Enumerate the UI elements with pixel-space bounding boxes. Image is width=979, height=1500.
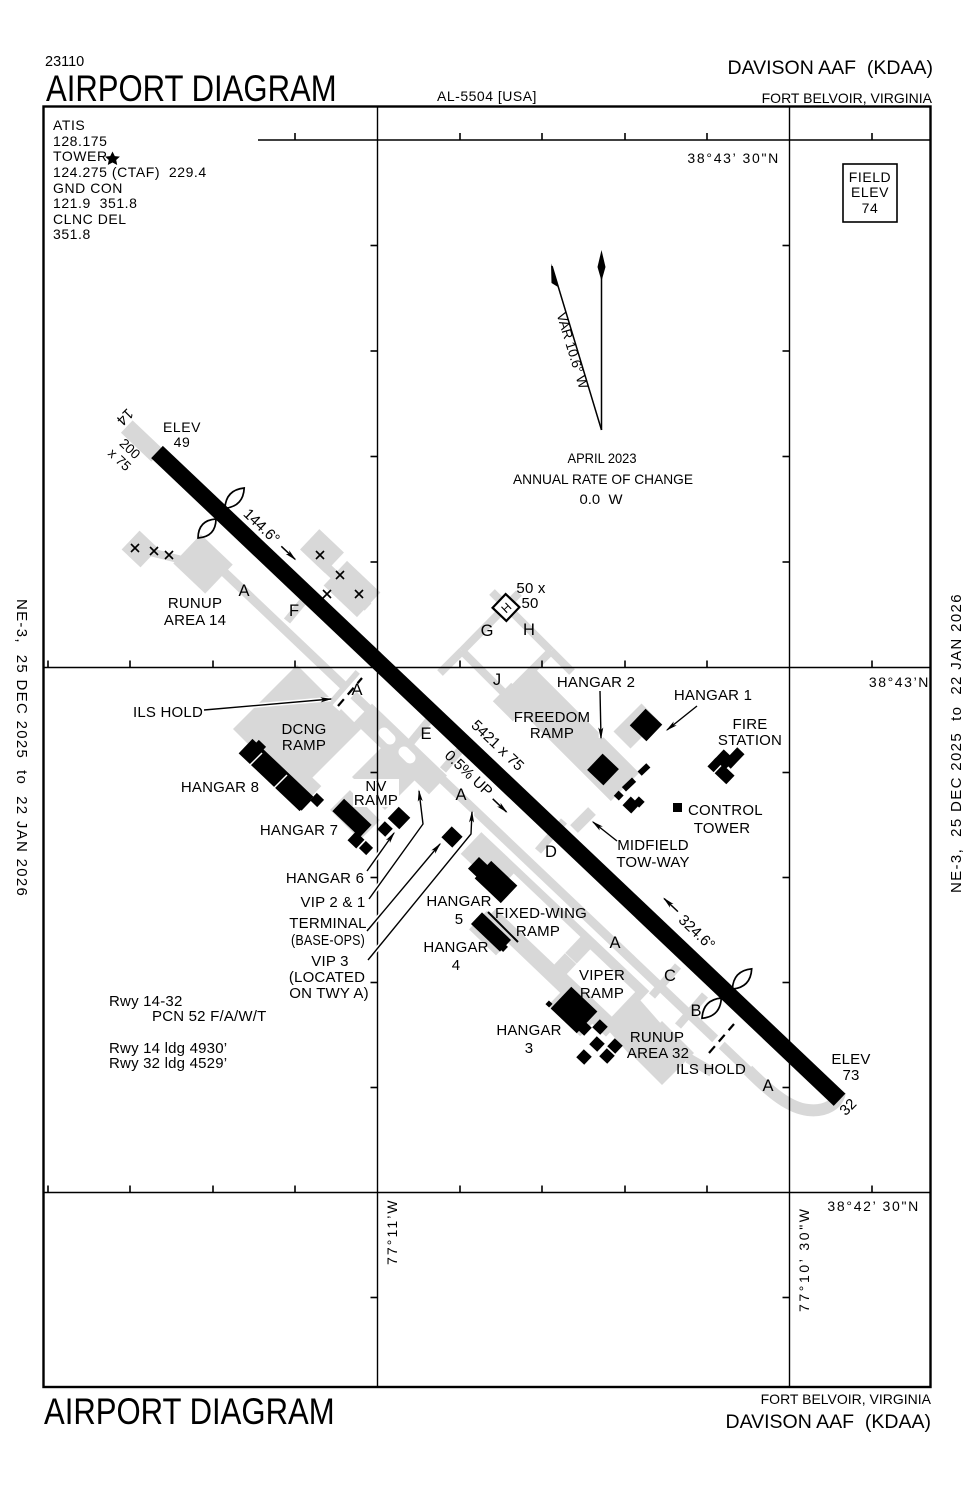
svg-text:23110: 23110 bbox=[45, 54, 84, 70]
svg-text:VIPER: VIPER bbox=[579, 967, 625, 984]
svg-text:50: 50 bbox=[521, 595, 538, 612]
svg-text:124.275 (CTAF) 229.4: 124.275 (CTAF) 229.4 bbox=[53, 164, 207, 180]
svg-text:E: E bbox=[420, 725, 431, 743]
svg-text:121.9 351.8: 121.9 351.8 bbox=[53, 195, 137, 211]
svg-text:Rwy 14 ldg 4930’: Rwy 14 ldg 4930’ bbox=[109, 1040, 227, 1057]
svg-text:73: 73 bbox=[842, 1067, 859, 1084]
svg-text:DCNG: DCNG bbox=[282, 721, 327, 738]
svg-text:ON TWY A): ON TWY A) bbox=[289, 985, 369, 1002]
svg-text:4: 4 bbox=[452, 957, 461, 974]
svg-text:128.175: 128.175 bbox=[53, 133, 107, 149]
svg-text:TOW-WAY: TOW-WAY bbox=[616, 854, 689, 871]
svg-text:ANNUAL RATE OF CHANGE: ANNUAL RATE OF CHANGE bbox=[513, 471, 693, 487]
svg-text:AIRPORT DIAGRAM: AIRPORT DIAGRAM bbox=[46, 69, 337, 110]
svg-text:A: A bbox=[351, 681, 362, 699]
svg-text:B: B bbox=[690, 1002, 701, 1020]
svg-text:RAMP: RAMP bbox=[516, 923, 560, 940]
svg-text:PCN 52 F/A/W/T: PCN 52 F/A/W/T bbox=[152, 1008, 266, 1025]
svg-text:Rwy 14-32: Rwy 14-32 bbox=[109, 993, 183, 1010]
svg-text:RAMP: RAMP bbox=[282, 737, 326, 754]
svg-text:38°43’ 30"N: 38°43’ 30"N bbox=[687, 150, 780, 166]
svg-text:A: A bbox=[238, 582, 249, 600]
svg-text:G: G bbox=[481, 622, 494, 640]
svg-text:ELEV: ELEV bbox=[851, 184, 889, 200]
svg-text:A: A bbox=[455, 786, 466, 804]
svg-text:FORT BELVOIR, VIRGINIA: FORT BELVOIR, VIRGINIA bbox=[761, 1391, 932, 1407]
svg-text:ELEV: ELEV bbox=[831, 1051, 870, 1068]
svg-text:VIP 3: VIP 3 bbox=[311, 953, 348, 970]
svg-text:3: 3 bbox=[525, 1040, 534, 1057]
svg-text:38°42’ 30"N: 38°42’ 30"N bbox=[827, 1198, 920, 1214]
svg-text:HANGAR: HANGAR bbox=[423, 939, 488, 956]
svg-text:(BASE-OPS): (BASE-OPS) bbox=[291, 932, 365, 949]
svg-text:351.8: 351.8 bbox=[53, 226, 91, 242]
svg-text:(LOCATED: (LOCATED bbox=[289, 969, 365, 986]
svg-text:VIP 2 & 1: VIP 2 & 1 bbox=[301, 894, 366, 911]
svg-text:CLNC DEL: CLNC DEL bbox=[53, 211, 127, 227]
svg-text:0.0 W: 0.0 W bbox=[580, 491, 624, 507]
svg-text:NE-3, 25 DEC 2025 to 22 JAN: NE-3, 25 DEC 2025 to 22 JAN 2026 bbox=[13, 599, 30, 897]
svg-text:HANGAR 6: HANGAR 6 bbox=[286, 870, 364, 887]
svg-text:38°43’N: 38°43’N bbox=[869, 674, 930, 690]
svg-text:FIRE: FIRE bbox=[733, 716, 768, 733]
svg-text:DAVISON AAF (KDAA): DAVISON AAF (KDAA) bbox=[725, 1411, 931, 1433]
svg-text:RAMP: RAMP bbox=[354, 792, 398, 809]
svg-text:HANGAR 2: HANGAR 2 bbox=[557, 674, 635, 691]
svg-text:HANGAR 8: HANGAR 8 bbox=[181, 779, 259, 796]
svg-text:ILS HOLD: ILS HOLD bbox=[676, 1061, 746, 1078]
svg-text:D: D bbox=[545, 843, 557, 861]
svg-text:74: 74 bbox=[862, 200, 879, 216]
svg-text:RUNUP: RUNUP bbox=[630, 1029, 684, 1046]
svg-text:APRIL 2023: APRIL 2023 bbox=[568, 450, 637, 466]
svg-text:AREA 14: AREA 14 bbox=[164, 612, 226, 629]
svg-text:MIDFIELD: MIDFIELD bbox=[617, 837, 689, 854]
svg-text:77°11’W: 77°11’W bbox=[384, 1198, 400, 1265]
svg-text:5: 5 bbox=[455, 911, 464, 928]
svg-text:ILS HOLD: ILS HOLD bbox=[133, 704, 203, 721]
svg-text:J: J bbox=[493, 671, 501, 689]
svg-text:CONTROL: CONTROL bbox=[688, 802, 763, 819]
svg-text:RUNUP: RUNUP bbox=[168, 595, 222, 612]
svg-text:DAVISON AAF (KDAA): DAVISON AAF (KDAA) bbox=[727, 57, 933, 79]
svg-text:HANGAR 7: HANGAR 7 bbox=[260, 822, 338, 839]
svg-text:AREA 32: AREA 32 bbox=[627, 1045, 689, 1062]
svg-text:Rwy 32 ldg 4529’: Rwy 32 ldg 4529’ bbox=[109, 1055, 227, 1072]
svg-text:FORT BELVOIR, VIRGINIA: FORT BELVOIR, VIRGINIA bbox=[762, 90, 933, 106]
svg-text:77°10’ 30"W: 77°10’ 30"W bbox=[796, 1206, 812, 1312]
svg-text:HANGAR: HANGAR bbox=[426, 893, 491, 910]
svg-text:TOWER: TOWER bbox=[694, 820, 751, 837]
svg-text:GND CON: GND CON bbox=[53, 180, 123, 196]
svg-text:NE-3, 25 DEC 2025 to 22 JAN: NE-3, 25 DEC 2025 to 22 JAN 2026 bbox=[948, 593, 965, 893]
svg-text:ATIS: ATIS bbox=[53, 117, 85, 133]
svg-text:AL-5504 [USA]: AL-5504 [USA] bbox=[437, 88, 537, 104]
svg-text:HANGAR 1: HANGAR 1 bbox=[674, 687, 752, 704]
svg-text:HANGAR: HANGAR bbox=[496, 1022, 561, 1039]
svg-text:A: A bbox=[762, 1077, 773, 1095]
svg-text:H: H bbox=[523, 621, 535, 639]
svg-text:C: C bbox=[664, 967, 676, 985]
svg-text:49: 49 bbox=[174, 434, 191, 450]
svg-text:AIRPORT DIAGRAM: AIRPORT DIAGRAM bbox=[44, 1392, 335, 1433]
svg-text:F: F bbox=[289, 602, 299, 620]
svg-text:FREEDOM: FREEDOM bbox=[514, 709, 590, 726]
svg-text:TERMINAL: TERMINAL bbox=[289, 915, 366, 932]
svg-text:TOWER: TOWER bbox=[53, 148, 108, 164]
svg-text:RAMP: RAMP bbox=[530, 725, 574, 742]
svg-text:A: A bbox=[609, 934, 620, 952]
svg-text:RAMP: RAMP bbox=[580, 985, 624, 1002]
svg-text:STATION: STATION bbox=[718, 732, 782, 749]
svg-text:FIELD: FIELD bbox=[849, 169, 891, 185]
svg-text:NV: NV bbox=[365, 778, 386, 795]
svg-text:ELEV: ELEV bbox=[163, 419, 201, 435]
svg-text:50 x: 50 x bbox=[516, 580, 545, 597]
svg-text:FIXED-WING: FIXED-WING bbox=[495, 905, 587, 922]
